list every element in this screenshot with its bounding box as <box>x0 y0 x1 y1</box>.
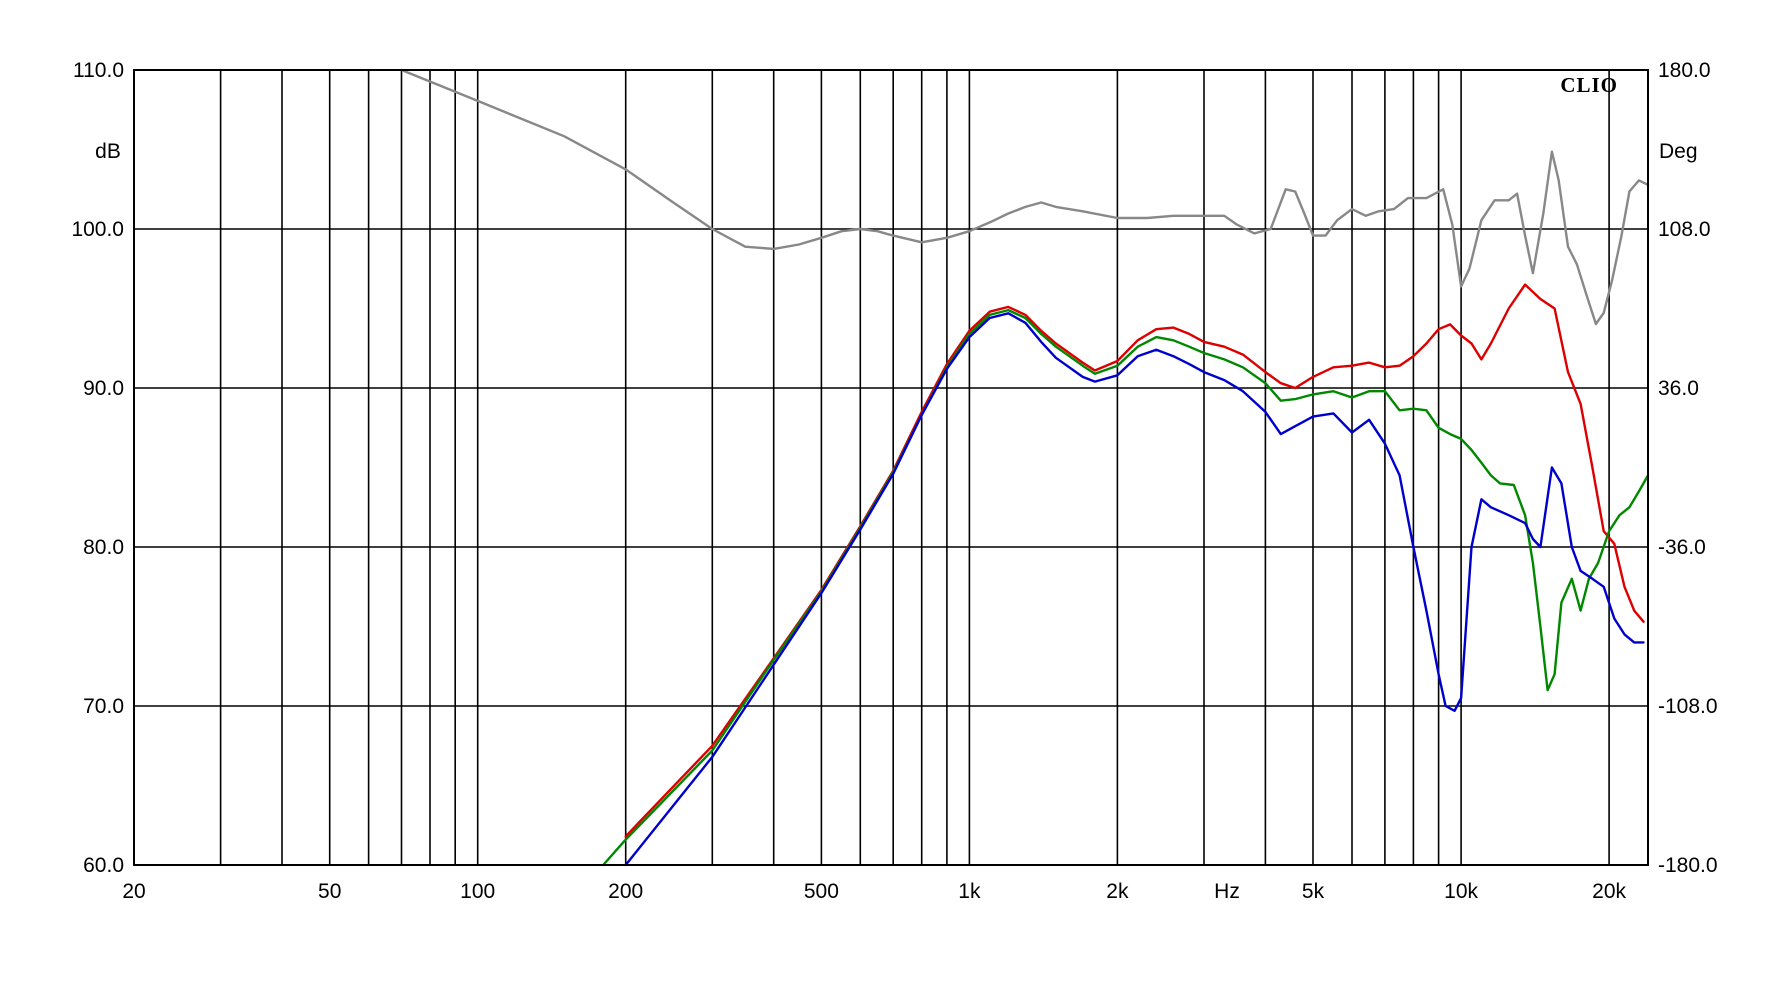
x-tick-label: 2k <box>1106 880 1129 903</box>
y-gridlines <box>134 69 1648 866</box>
y-right-tick-label: -108.0 <box>1658 695 1718 718</box>
y-right-tick-label: 180.0 <box>1658 59 1711 82</box>
series-line-3 <box>602 308 1650 867</box>
x-tick-label: 20k <box>1592 880 1626 903</box>
y-left-tick-label: 100.0 <box>71 218 124 241</box>
y-right-tick-label: -180.0 <box>1658 854 1718 877</box>
x-unit-label: Hz <box>1214 880 1240 903</box>
y-right-tick-label: 36.0 <box>1658 377 1699 400</box>
series-curves <box>400 68 1650 867</box>
y-left-tick-label: 110.0 <box>73 59 124 82</box>
y-left-tick-label: 70.0 <box>83 695 124 718</box>
x-tick-label: 200 <box>608 880 643 903</box>
x-tick-label: 1k <box>958 880 981 903</box>
x-tick-label: 500 <box>804 880 839 903</box>
y-right-tick-label: 108.0 <box>1658 218 1711 241</box>
series-line-1 <box>400 68 1650 326</box>
y-left-tick-label: 80.0 <box>83 536 124 559</box>
y-left-tick-label: 60.0 <box>83 854 124 877</box>
plot-frame <box>133 69 1649 866</box>
x-gridlines <box>133 70 1610 865</box>
series-line-4 <box>624 312 1645 867</box>
y-left-tick-labels: 110.0 100.0 90.0 80.0 70.0 60.0 <box>71 59 124 877</box>
x-tick-label: 50 <box>318 880 341 903</box>
x-tick-labels: 20 50 100 200 500 1k 2k 5k 10k 20k <box>122 880 1626 903</box>
clio-brand-logo: CLIO <box>1560 73 1618 97</box>
series-line-2 <box>624 283 1645 838</box>
y-left-unit-label: dB <box>95 140 121 163</box>
x-tick-label: 10k <box>1444 880 1478 903</box>
y-right-tick-labels: 180.0 108.0 36.0 -36.0 -108.0 -180.0 <box>1658 59 1718 877</box>
x-tick-label: 20 <box>122 880 145 903</box>
y-right-unit-label: Deg <box>1659 140 1698 163</box>
y-left-tick-label: 90.0 <box>83 377 124 400</box>
x-tick-label: 5k <box>1302 880 1325 903</box>
y-right-tick-label: -36.0 <box>1658 536 1706 559</box>
x-tick-label: 100 <box>460 880 495 903</box>
